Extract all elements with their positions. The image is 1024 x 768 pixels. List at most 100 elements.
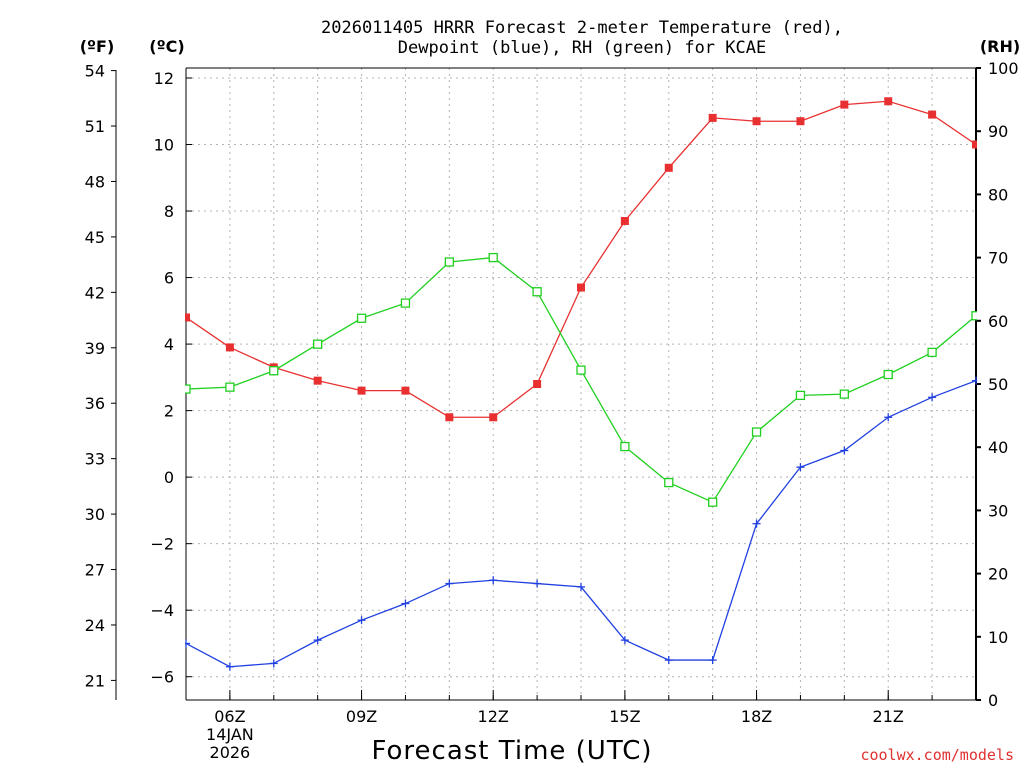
celsius-tick-label: 8 xyxy=(164,202,174,221)
x-tick-label: 21Z xyxy=(873,707,904,726)
rh-point xyxy=(532,287,542,297)
rh-point xyxy=(225,382,235,392)
dewpoint-point xyxy=(489,576,498,585)
dewpoint-point xyxy=(533,579,542,588)
x-tick-label: 06Z xyxy=(214,707,245,726)
fahrenheit-tick-label: 33 xyxy=(85,450,105,469)
celsius-tick-label: 12 xyxy=(154,69,174,88)
fahrenheit-tick-label: 42 xyxy=(85,283,105,302)
rh-point xyxy=(927,347,937,358)
rh-tick-label: 60 xyxy=(988,312,1008,331)
temperature-point xyxy=(664,163,673,172)
x-tick-label: 15Z xyxy=(609,707,640,726)
rh-point xyxy=(313,339,323,349)
dewpoint-point xyxy=(577,582,585,591)
series-relative-humidity xyxy=(185,252,977,507)
temperature-point xyxy=(840,100,849,109)
temperature-point xyxy=(225,343,234,352)
rh-point xyxy=(269,366,279,376)
temperature-point xyxy=(533,380,542,388)
temperature-point xyxy=(577,283,585,292)
chart-series xyxy=(185,97,977,671)
celsius-axis-unit: (ºC) xyxy=(149,37,184,56)
temperature-point xyxy=(620,217,629,226)
temperature-point xyxy=(972,140,977,149)
dewpoint-point xyxy=(225,662,234,671)
dewpoint-point xyxy=(840,446,849,455)
dewpoint-point xyxy=(752,519,761,528)
fahrenheit-tick-label: 21 xyxy=(85,671,105,690)
rh-axis-unit: (RH) xyxy=(980,37,1020,56)
dewpoint-point xyxy=(269,659,278,668)
temperature-point xyxy=(185,313,190,322)
temperature-point xyxy=(752,117,761,126)
rh-point xyxy=(620,441,630,452)
tick-labels: 121086420−2−4−65451484542393633302724211… xyxy=(85,59,1019,762)
celsius-tick-label: 2 xyxy=(164,402,174,421)
rh-tick-label: 100 xyxy=(988,59,1019,78)
fahrenheit-axis-unit: (ºF) xyxy=(80,37,115,56)
rh-point xyxy=(971,311,977,321)
celsius-tick-label: 0 xyxy=(164,468,174,487)
fahrenheit-tick-label: 54 xyxy=(85,62,105,81)
chart-axes xyxy=(111,67,981,701)
rh-point xyxy=(356,313,367,323)
rh-tick-label: 40 xyxy=(988,438,1008,457)
rh-point xyxy=(751,427,762,437)
rh-point xyxy=(708,497,718,507)
dewpoint-point xyxy=(972,376,977,385)
rh-point xyxy=(488,252,498,263)
series-dewpoint xyxy=(185,376,977,671)
celsius-tick-label: 10 xyxy=(154,136,174,155)
rh-point xyxy=(839,389,849,399)
rh-tick-label: 70 xyxy=(988,249,1008,268)
celsius-tick-label: 4 xyxy=(164,335,174,354)
fahrenheit-tick-label: 24 xyxy=(85,616,105,635)
grid-lines xyxy=(185,68,977,700)
chart-title-line-2: Dewpoint (blue), RH (green) for KCAE xyxy=(398,38,766,58)
rh-tick-label: 30 xyxy=(988,501,1008,520)
chart-title-line-1: 2026011405 HRRR Forecast 2-meter Tempera… xyxy=(321,18,843,38)
dewpoint-point xyxy=(357,616,366,625)
x-tick-label: 12Z xyxy=(478,707,509,726)
credit-text: coolwx.com/models xyxy=(860,746,1014,764)
temperature-point xyxy=(796,117,805,126)
rh-point xyxy=(883,369,893,380)
celsius-tick-label: −2 xyxy=(150,535,174,554)
rh-tick-label: 80 xyxy=(988,185,1008,204)
dewpoint-point xyxy=(796,463,805,472)
rh-tick-label: 90 xyxy=(988,122,1008,141)
rh-point xyxy=(576,365,586,375)
celsius-tick-label: −6 xyxy=(150,668,174,687)
dewpoint-point xyxy=(884,413,893,422)
rh-point xyxy=(444,257,454,267)
rh-point xyxy=(664,477,674,488)
x-tick-date-label: 2026 xyxy=(210,743,251,762)
fahrenheit-tick-label: 39 xyxy=(85,339,105,358)
x-tick-date-label: 14JAN xyxy=(206,725,254,744)
rh-point xyxy=(185,384,191,394)
fahrenheit-tick-label: 48 xyxy=(85,172,105,191)
rh-tick-label: 50 xyxy=(988,375,1008,394)
dewpoint-point xyxy=(185,639,190,648)
dewpoint-point xyxy=(313,636,322,645)
temperature-point xyxy=(928,110,937,119)
temperature-point xyxy=(357,386,366,395)
dewpoint-point xyxy=(401,599,410,608)
x-tick-label: 09Z xyxy=(346,707,377,726)
rh-tick-label: 10 xyxy=(988,628,1008,647)
temperature-point xyxy=(401,386,410,395)
dewpoint-point xyxy=(664,656,673,665)
x-tick-label: 18Z xyxy=(741,707,772,726)
fahrenheit-tick-label: 36 xyxy=(85,394,105,413)
celsius-tick-label: 6 xyxy=(164,269,174,288)
fahrenheit-tick-label: 27 xyxy=(85,561,105,580)
celsius-tick-label: −4 xyxy=(150,601,174,620)
rh-tick-label: 0 xyxy=(988,691,998,710)
temperature-point xyxy=(445,413,454,422)
dewpoint-point xyxy=(708,656,717,665)
fahrenheit-tick-label: 30 xyxy=(85,505,105,524)
dewpoint-point xyxy=(445,579,454,588)
fahrenheit-tick-label: 45 xyxy=(85,228,105,247)
